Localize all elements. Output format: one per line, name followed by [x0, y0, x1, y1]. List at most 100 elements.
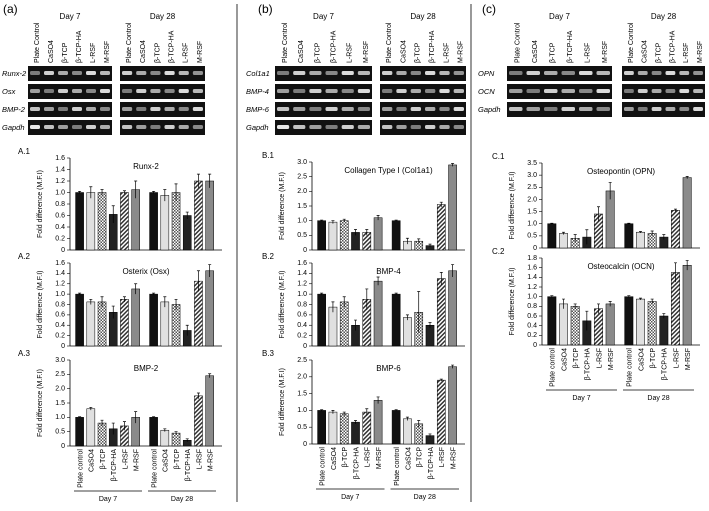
bar: [391, 410, 401, 445]
gel-band: [325, 89, 338, 93]
gel-band: [425, 89, 436, 93]
bar: [624, 296, 634, 346]
y-tick-label: 1.6: [55, 260, 65, 267]
gel-band: [30, 89, 40, 93]
gene-label: Gapdh: [2, 123, 25, 132]
bar: [605, 190, 615, 249]
error-bar: [152, 416, 156, 418]
y-tick-label: 1.0: [55, 291, 65, 298]
error-bar: [376, 396, 380, 404]
bar: [570, 306, 580, 346]
gel-band: [293, 107, 306, 111]
gel-strip: [275, 120, 372, 135]
bar: [182, 215, 192, 251]
panel-label: (a): [3, 2, 18, 16]
error-bar: [451, 364, 455, 369]
lane-label: L-RSF: [347, 43, 354, 63]
bar: [194, 395, 203, 447]
gel-band: [357, 107, 370, 111]
error-bar: [439, 378, 443, 382]
lane-label: β-TCP: [415, 42, 422, 63]
error-bar: [417, 291, 421, 334]
gel-band: [164, 125, 175, 129]
y-tick-label: 1.0: [297, 291, 307, 298]
y-tick-label: 1.0: [55, 189, 65, 196]
gel-band: [277, 125, 290, 129]
bar: [160, 195, 170, 251]
y-tick-label: 0.6: [55, 312, 65, 319]
bar: [171, 432, 181, 447]
gel-band: [164, 89, 175, 93]
error-bar: [134, 283, 138, 295]
lane-label: β-TCP-HA: [567, 30, 574, 63]
gel-band: [30, 71, 40, 75]
gel-band: [665, 71, 676, 75]
bar: [328, 411, 338, 445]
y-tick-label: 2.0: [527, 196, 537, 203]
gene-label: Gapdh: [246, 123, 269, 132]
bar: [339, 301, 349, 347]
gel-band: [72, 89, 82, 93]
lane-label: β-TCP: [314, 42, 321, 63]
error-bar: [674, 208, 677, 212]
y-tick-label: 2.5: [297, 174, 307, 181]
category-label: β-TCP: [342, 447, 349, 468]
gel-band: [637, 71, 648, 75]
y-tick-label: 0.8: [55, 201, 65, 208]
gel-band: [86, 71, 96, 75]
bar: [448, 366, 457, 445]
error-bar: [405, 237, 409, 245]
bar: [86, 192, 96, 251]
error-bar: [354, 420, 358, 424]
gel-band: [86, 107, 96, 111]
bar: [149, 192, 158, 251]
error-bar: [122, 421, 126, 431]
error-bar: [185, 438, 189, 442]
error-bar: [439, 201, 443, 207]
category-label: M-RSF: [608, 348, 615, 370]
gel-band: [453, 89, 464, 93]
gel-band: [325, 107, 338, 111]
lane-label: β-TCP-HA: [429, 30, 436, 63]
y-tick-label: 1.5: [297, 390, 307, 397]
bar: [436, 278, 446, 347]
gel-band: [122, 107, 133, 111]
gel-band: [410, 89, 421, 93]
category-label: CaSO4: [89, 449, 96, 472]
gel-band: [544, 89, 558, 93]
error-bar: [417, 420, 421, 428]
y-axis-label: Fold difference (M.F.I): [279, 271, 286, 339]
gel-band: [693, 107, 703, 111]
category-label: M-RSF: [685, 348, 692, 370]
y-tick-label: 1.6: [55, 155, 65, 162]
y-tick-label: 2.5: [527, 184, 537, 191]
y-axis-label: Fold difference (M.F.I): [509, 172, 516, 240]
gel-band: [624, 107, 634, 111]
bar: [86, 408, 96, 447]
y-tick-label: 0.2: [297, 332, 307, 339]
error-bar: [573, 234, 577, 242]
error-bar: [152, 292, 156, 296]
y-tick-label: 1.0: [297, 407, 307, 414]
bar: [97, 192, 107, 251]
gel-band: [293, 89, 306, 93]
gel-band: [382, 89, 393, 93]
gel-strip: [380, 102, 466, 117]
y-tick-label: 1.5: [527, 208, 537, 215]
gel-band: [293, 125, 306, 129]
gel-band: [425, 125, 436, 129]
bar: [149, 417, 158, 447]
panel-label: (c): [482, 2, 496, 16]
gel-band: [679, 89, 690, 93]
gel-band: [410, 71, 421, 75]
gel-band: [100, 71, 110, 75]
error-bar: [685, 176, 689, 179]
error-bar: [196, 270, 200, 292]
error-bar: [100, 296, 104, 308]
gel-band: [164, 71, 175, 75]
bar: [339, 413, 349, 445]
group-label: Day 7: [99, 496, 117, 503]
gel-band: [509, 89, 523, 93]
gel-strip: [275, 66, 372, 81]
bar: [605, 303, 615, 346]
